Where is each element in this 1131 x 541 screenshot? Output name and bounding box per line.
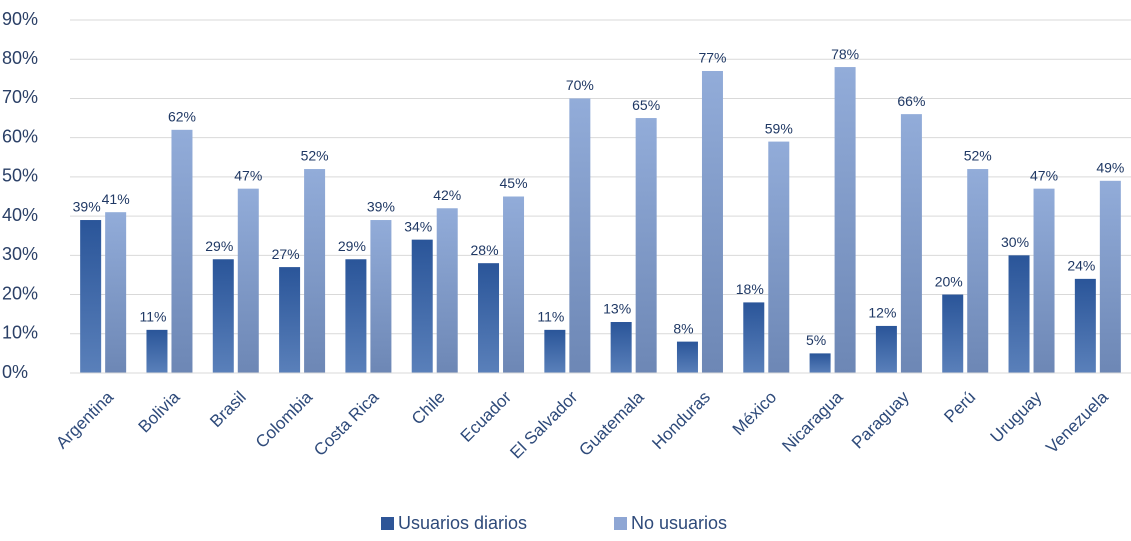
data-label: 45% — [500, 175, 528, 191]
data-label: 13% — [603, 301, 631, 317]
bar — [436, 208, 458, 373]
bar — [80, 220, 102, 373]
bar — [1008, 255, 1030, 373]
y-tick-label: 80% — [2, 48, 38, 68]
bar — [544, 329, 566, 373]
x-tick-label: Brasil — [206, 388, 249, 431]
data-label: 42% — [433, 187, 461, 203]
bar — [279, 267, 301, 373]
data-label: 29% — [338, 238, 366, 254]
x-tick-label: Paraguay — [848, 387, 913, 452]
legend-swatch — [614, 517, 627, 530]
data-label: 41% — [102, 191, 130, 207]
bar — [676, 341, 698, 373]
data-label: 34% — [404, 218, 432, 234]
bar — [411, 239, 433, 373]
data-label: 52% — [964, 148, 992, 164]
bar — [212, 259, 234, 373]
data-label: 24% — [1067, 258, 1095, 274]
bar — [370, 220, 392, 373]
bar — [701, 70, 723, 373]
data-label: 28% — [471, 242, 499, 258]
bar — [478, 263, 500, 373]
x-tick-label: México — [729, 388, 781, 440]
x-tick-label: El Salvador — [506, 387, 581, 462]
data-label: 18% — [736, 281, 764, 297]
data-label: 59% — [765, 120, 793, 136]
data-label: 47% — [234, 167, 262, 183]
bar — [503, 196, 525, 373]
data-label: 47% — [1030, 167, 1058, 183]
bar — [345, 259, 367, 373]
data-label: 39% — [367, 199, 395, 215]
bar — [1074, 278, 1096, 373]
legend-label: Usuarios diarios — [398, 513, 527, 533]
data-label: 77% — [698, 50, 726, 66]
data-label: 20% — [935, 273, 963, 289]
y-tick-label: 0% — [2, 362, 28, 382]
bar — [569, 98, 591, 373]
bar — [942, 294, 964, 373]
x-tick-label: Chile — [408, 388, 449, 429]
bar — [768, 141, 790, 373]
x-tick-label: Venezuela — [1042, 387, 1112, 457]
x-tick-label: Nicaragua — [778, 387, 847, 456]
bar — [1099, 180, 1121, 373]
bar — [834, 67, 856, 374]
y-tick-label: 30% — [2, 244, 38, 264]
x-tick-label: Colombia — [252, 387, 317, 452]
x-tick-label: Perú — [940, 388, 979, 427]
data-label: 30% — [1001, 234, 1029, 250]
bar — [105, 212, 127, 373]
x-tick-label: Uruguay — [987, 387, 1046, 446]
data-label: 5% — [806, 332, 826, 348]
bar — [967, 169, 989, 373]
x-tick-label: Guatemala — [575, 387, 648, 460]
y-tick-label: 10% — [2, 323, 38, 343]
data-label: 8% — [673, 320, 693, 336]
data-label: 39% — [73, 199, 101, 215]
y-tick-label: 90% — [2, 9, 38, 29]
data-label: 62% — [168, 109, 196, 125]
data-label: 78% — [831, 46, 859, 62]
x-tick-label: Ecuador — [457, 387, 515, 445]
bar — [237, 188, 259, 373]
bar — [146, 329, 168, 373]
bar — [304, 169, 326, 373]
bar — [809, 353, 831, 373]
x-tick-label: Argentina — [52, 387, 117, 452]
data-label: 11% — [537, 309, 564, 325]
y-tick-label: 60% — [2, 126, 38, 146]
data-label: 70% — [566, 77, 594, 93]
x-tick-label: Bolivia — [135, 387, 184, 436]
bar — [743, 302, 765, 373]
y-tick-label: 50% — [2, 166, 38, 186]
data-label: 12% — [868, 305, 896, 321]
bar — [875, 325, 897, 373]
y-tick-label: 20% — [2, 283, 38, 303]
x-tick-label: Honduras — [648, 388, 714, 454]
bar — [900, 114, 922, 373]
data-label: 49% — [1096, 160, 1124, 176]
bar — [610, 322, 632, 373]
bar — [171, 129, 193, 373]
data-label: 29% — [205, 238, 233, 254]
data-label: 66% — [897, 93, 925, 109]
legend-swatch — [381, 517, 394, 530]
bar — [1033, 188, 1055, 373]
data-label: 52% — [301, 148, 329, 164]
bar — [635, 118, 657, 373]
legend-label: No usuarios — [631, 513, 727, 533]
y-tick-label: 70% — [2, 87, 38, 107]
data-label: 27% — [272, 246, 300, 262]
data-label: 11% — [139, 309, 166, 325]
data-label: 65% — [632, 97, 660, 113]
x-tick-label: Costa Rica — [310, 387, 383, 460]
y-tick-label: 40% — [2, 205, 38, 225]
